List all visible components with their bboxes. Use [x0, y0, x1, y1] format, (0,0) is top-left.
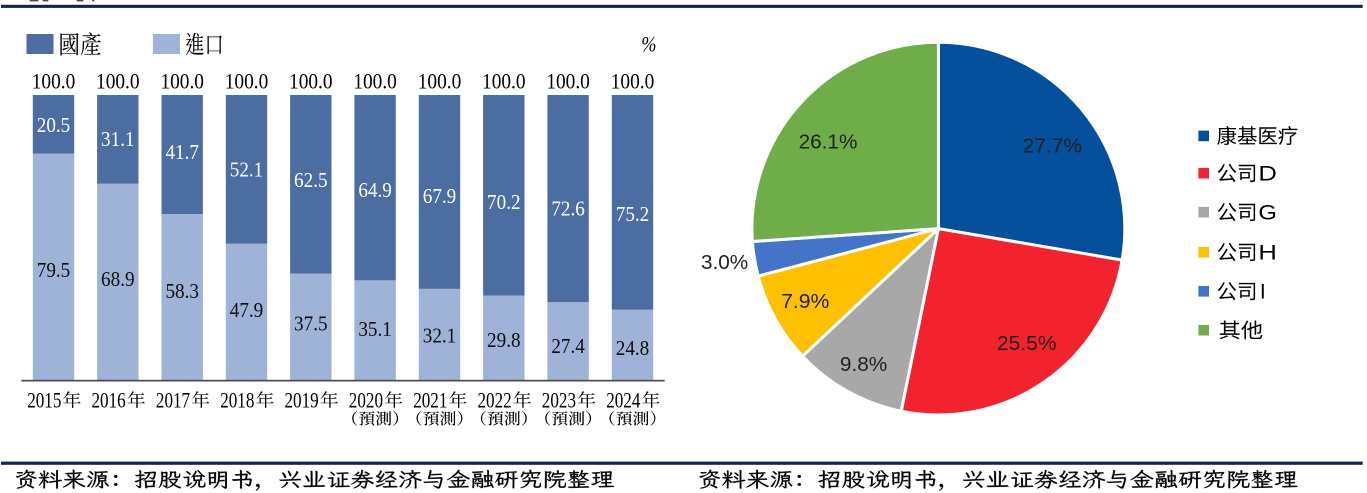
svg-text:100.0: 100.0 [32, 68, 76, 93]
svg-text:64.9: 64.9 [358, 178, 392, 202]
svg-text:7.9%: 7.9% [781, 290, 829, 313]
svg-text:100.0: 100.0 [289, 68, 333, 93]
svg-text:68.9: 68.9 [101, 267, 135, 291]
svg-text:2018: 2018 [220, 388, 254, 413]
svg-text:2024: 2024 [606, 388, 640, 413]
svg-text:%: % [641, 31, 656, 56]
svg-text:100.0: 100.0 [418, 68, 462, 93]
svg-text:79.5: 79.5 [37, 258, 71, 282]
svg-text:62.5: 62.5 [294, 168, 328, 192]
svg-text:100.0: 100.0 [611, 68, 655, 93]
svg-text:H: H [1258, 242, 1277, 265]
svg-text:72.6: 72.6 [551, 196, 585, 220]
svg-text:75.2: 75.2 [616, 202, 650, 226]
svg-text:47.9: 47.9 [230, 298, 264, 322]
svg-text:I: I [1260, 281, 1266, 304]
svg-text:67.9: 67.9 [423, 184, 457, 208]
svg-text:37.5: 37.5 [294, 312, 328, 336]
svg-text:2021: 2021 [413, 388, 447, 413]
svg-text:32.1: 32.1 [423, 323, 457, 347]
svg-text:2023: 2023 [542, 388, 576, 413]
svg-text:100.0: 100.0 [353, 68, 397, 93]
svg-text:2020: 2020 [349, 388, 383, 413]
svg-text:29.8: 29.8 [487, 328, 521, 352]
svg-text:31.1: 31.1 [101, 127, 135, 151]
svg-text:70.2: 70.2 [487, 190, 521, 214]
svg-text:27.7%: 27.7% [1023, 135, 1082, 158]
svg-text:2019: 2019 [285, 388, 319, 413]
svg-text:G: G [1258, 202, 1277, 225]
svg-text:26.1%: 26.1% [799, 131, 858, 154]
svg-text:24.8: 24.8 [616, 336, 650, 360]
svg-text:100.0: 100.0 [160, 68, 204, 93]
svg-text:D: D [1258, 163, 1277, 186]
svg-text:100.0: 100.0 [546, 68, 590, 93]
svg-text:9.8%: 9.8% [840, 353, 887, 376]
svg-text:35.1: 35.1 [358, 317, 392, 341]
svg-text:41.7: 41.7 [165, 140, 199, 164]
svg-text:52.1: 52.1 [230, 158, 264, 182]
svg-text:25.5%: 25.5% [997, 332, 1057, 355]
svg-text:2022: 2022 [478, 388, 512, 413]
svg-text:3.0%: 3.0% [701, 251, 748, 274]
svg-text:27.4: 27.4 [551, 334, 585, 358]
svg-text:2017: 2017 [156, 388, 190, 413]
svg-text:100.0: 100.0 [482, 68, 526, 93]
svg-text:20.5: 20.5 [37, 113, 71, 137]
svg-text:2015: 2015 [27, 388, 61, 413]
svg-text:2016: 2016 [92, 388, 126, 413]
svg-text:100.0: 100.0 [225, 68, 269, 93]
svg-text:58.3: 58.3 [165, 279, 199, 303]
svg-text:100.0: 100.0 [96, 68, 140, 93]
